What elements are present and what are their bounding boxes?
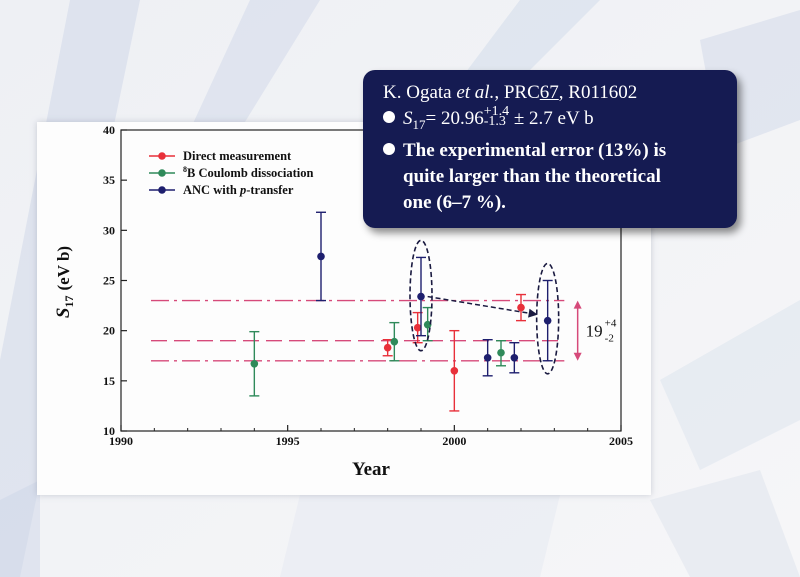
data-marker — [317, 252, 325, 261]
x-tick-label-1995: 1995 — [276, 434, 300, 448]
legend-label-text: B Coulomb dissociation — [187, 166, 313, 180]
ticks: 1990 1995 2000 2005 10 15 20 25 30 35 40 — [103, 123, 633, 448]
legend-label-anc: ANC with p-transfer — [183, 183, 294, 197]
annotations: 19 +4 -2 — [409, 239, 617, 375]
data-point-direct-1 — [382, 338, 393, 357]
data-marker — [390, 337, 399, 346]
data-marker — [483, 353, 492, 362]
chart: 1990 1995 2000 2005 10 15 20 25 30 35 40 19 +4 -2 Di… — [53, 123, 633, 480]
data-marker — [450, 367, 459, 375]
data-point-anc-4 — [509, 342, 520, 374]
legend-superscript: 8 — [183, 165, 187, 174]
range-arrow-up-icon — [573, 300, 582, 309]
x-tick-label-2000: 2000 — [442, 434, 466, 448]
data-marker — [250, 359, 259, 368]
legend-item-direct: Direct measurement — [149, 149, 292, 163]
svg-text:S17(eV b): S17(eV b) — [53, 246, 76, 318]
data-marker — [497, 348, 505, 357]
data-marker — [417, 292, 425, 301]
x-tick-label-1990: 1990 — [109, 434, 133, 448]
bullet-icon — [383, 142, 395, 155]
comparison-arrow-line — [427, 295, 538, 316]
legend-dot-anc — [158, 186, 166, 194]
note-line-3: one (6–7 %). — [403, 191, 506, 213]
y-tick-label-10: 10 — [103, 424, 115, 438]
legend-item-anc: ANC with p-transfer — [149, 183, 294, 197]
data-marker — [423, 320, 432, 329]
data-point-coulomb-1 — [249, 330, 260, 397]
data-marker — [510, 353, 519, 362]
reference-lines — [151, 299, 565, 362]
y-tick-label-30: 30 — [103, 223, 115, 237]
x-tick-label-2005: 2005 — [609, 434, 633, 448]
s17-uncertainty: +1.4 -1.3 — [483, 103, 510, 129]
data-marker — [517, 303, 525, 312]
citation-line: K. Ogata et al., PRC67, R011602 — [383, 82, 638, 103]
legend: Direct measurement 8B Coulomb dissociati… — [149, 149, 313, 197]
data-point-anc-2 — [416, 256, 426, 337]
data-point-anc-5 — [542, 279, 553, 362]
arrow-head-icon — [528, 308, 538, 318]
data-point-direct-2 — [412, 311, 423, 344]
note-line-2: quite larger than the theoretical — [403, 165, 661, 187]
legend-label-coulomb: 8B Coulomb dissociation — [183, 165, 313, 180]
data-marker — [383, 343, 392, 352]
y-tick-label-20: 20 — [103, 324, 115, 338]
y-tick-label-25: 25 — [103, 274, 115, 288]
range-arrow-down-icon — [573, 352, 582, 361]
range-label: 19 — [586, 322, 603, 341]
data-point-anc-3 — [482, 338, 493, 377]
data-point-direct-4 — [516, 293, 526, 322]
data-point-coulomb-2 — [389, 321, 400, 362]
data-point-coulomb-4 — [496, 339, 506, 367]
data-points — [249, 211, 553, 412]
legend-item-coulomb: 8B Coulomb dissociation — [149, 165, 313, 180]
y-tick-label-35: 35 — [103, 173, 115, 187]
legend-label-direct: Direct measurement — [183, 149, 292, 163]
y-tick-label-15: 15 — [103, 374, 115, 388]
data-point-direct-3 — [449, 329, 460, 412]
legend-dot-direct — [158, 152, 166, 160]
range-label-minus: -2 — [605, 333, 614, 345]
y-axis-title: S17(eV b) — [53, 246, 76, 318]
s17-value-line: S17= 20.96 +1.4 -1.3 ± 2.7 eV b — [383, 103, 723, 138]
data-marker — [543, 316, 552, 325]
y-tick-label-40: 40 — [103, 123, 115, 137]
legend-dot-coulomb — [158, 169, 166, 177]
note-line-1: The experimental error (13%) is — [383, 138, 723, 164]
range-label-plus: +4 — [605, 318, 617, 330]
data-marker — [413, 323, 422, 332]
data-point-anc-1 — [316, 211, 326, 302]
x-axis-title: Year — [352, 459, 391, 480]
bullet-icon — [383, 111, 395, 123]
citation-box: K. Ogata et al., PRC67, R011602 S17= 20.… — [363, 70, 737, 228]
